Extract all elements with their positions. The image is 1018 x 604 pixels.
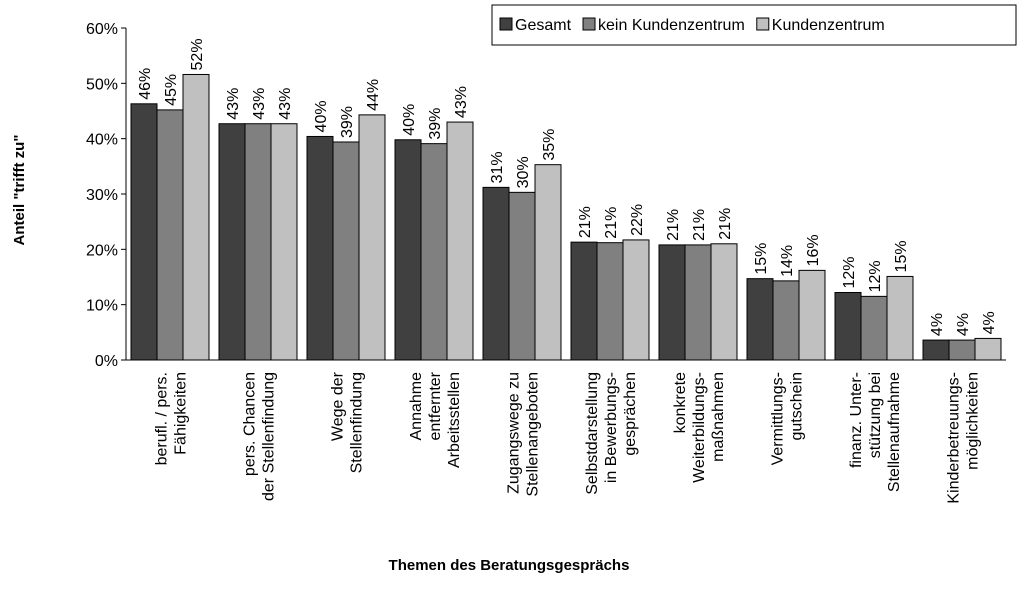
y-axis-title: Anteil "trifft zu"	[11, 135, 28, 246]
bar	[658, 244, 686, 361]
x-tick-label: finanz. Unter-stützung bei Stellenaufnahm…	[848, 372, 903, 492]
value-label: 21%	[717, 208, 734, 240]
value-label: 21%	[691, 209, 708, 241]
bar	[684, 244, 712, 361]
bar	[798, 269, 826, 361]
legend-label: Kundenzentrum	[772, 17, 885, 34]
bar	[746, 278, 774, 361]
value-label: 31%	[489, 151, 506, 183]
value-label: 35%	[541, 129, 558, 161]
bar	[156, 109, 184, 361]
value-label: 14%	[779, 245, 796, 277]
value-label: 40%	[313, 100, 330, 132]
bar	[974, 337, 1002, 361]
bar	[420, 143, 448, 361]
legend-swatch	[756, 17, 770, 31]
y-tick-label: 0%	[95, 353, 118, 370]
y-tick-label: 40%	[86, 132, 118, 149]
bar	[244, 123, 272, 361]
bar	[922, 339, 950, 361]
bar	[622, 239, 650, 361]
value-label: 44%	[365, 79, 382, 111]
value-label: 39%	[427, 108, 444, 140]
y-tick-label: 20%	[86, 242, 118, 259]
value-label: 16%	[805, 234, 822, 266]
bar	[394, 139, 422, 361]
bar	[482, 186, 510, 361]
bar	[948, 339, 976, 361]
bar	[886, 275, 914, 361]
x-tick-label: Selbstdarstellung in Bewerbungs-gespräche…	[584, 372, 639, 495]
value-label: 46%	[137, 68, 154, 100]
x-tick-label: pers. Chancen der Stellenfindung	[242, 372, 278, 501]
x-tick-label: Wege der Stellenfindung	[330, 371, 366, 473]
bar	[358, 114, 386, 361]
value-label: 43%	[225, 88, 242, 120]
value-label: 15%	[893, 240, 910, 272]
value-label: 45%	[163, 74, 180, 106]
value-label: 4%	[981, 311, 998, 334]
value-label: 21%	[603, 207, 620, 239]
x-tick-label: konkrete Weiterbildungs-maßnahmen	[672, 372, 727, 483]
x-tick-label: berufl. / pers. Fähigkeiten	[154, 372, 190, 465]
bar	[270, 123, 298, 361]
legend-box	[491, 4, 1017, 46]
value-label: 22%	[629, 204, 646, 236]
value-label: 43%	[277, 88, 294, 120]
y-tick-label: 30%	[86, 187, 118, 204]
x-tick-label: Zugangswege zu Stellenangeboten	[506, 372, 542, 497]
bar	[570, 241, 598, 361]
bar	[860, 295, 888, 361]
y-tick-label: 10%	[86, 298, 118, 315]
value-label: 21%	[577, 206, 594, 238]
value-label: 21%	[665, 209, 682, 241]
x-axis-title: Themen des Beratungsgesprächs	[389, 557, 630, 574]
bar	[534, 164, 562, 361]
y-tick-label: 50%	[86, 76, 118, 93]
bar	[218, 123, 246, 361]
bar	[834, 291, 862, 361]
bar	[710, 243, 738, 361]
bar	[508, 191, 536, 361]
value-label: 15%	[753, 243, 770, 275]
value-label: 43%	[453, 86, 470, 118]
x-tick-label: Kinderbetreuungs-möglichkeiten	[946, 372, 982, 504]
bar	[182, 73, 210, 361]
value-label: 52%	[189, 38, 206, 70]
value-label: 39%	[339, 106, 356, 138]
bar	[596, 242, 624, 361]
bar	[772, 280, 800, 361]
bar	[306, 135, 334, 361]
bar	[130, 103, 158, 361]
y-tick-label: 60%	[86, 21, 118, 38]
value-label: 4%	[929, 313, 946, 336]
x-tick-label: Vermittlungs-gutschein	[770, 372, 806, 465]
value-label: 43%	[251, 88, 268, 120]
legend-label: kein Kundenzentrum	[598, 17, 745, 34]
legend-label: Gesamt	[515, 17, 572, 34]
value-label: 30%	[515, 156, 532, 188]
x-tick-label: Annahme entfernter Arbeitsstellen	[408, 371, 463, 468]
value-label: 4%	[955, 313, 972, 336]
value-label: 12%	[841, 256, 858, 288]
value-label: 40%	[401, 104, 418, 136]
bar	[332, 141, 360, 361]
value-label: 12%	[867, 260, 884, 292]
bar	[446, 121, 474, 361]
legend-swatch	[582, 17, 596, 31]
legend-swatch	[499, 17, 513, 31]
